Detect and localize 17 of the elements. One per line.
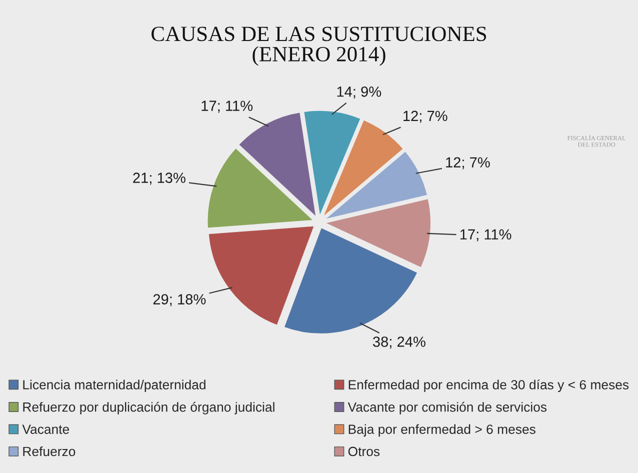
legend-label: Otros [348,446,380,456]
data-label: 12; 7% [446,157,490,170]
data-label: 14; 9% [337,86,382,99]
legend-label: Enfermedad por encima de 30 días y < 6 meses [348,380,629,392]
legend-label: Vacante por comisión de servicios [348,402,547,414]
data-label: 21; 13% [133,172,186,185]
legend-label: Vacante [22,424,70,434]
data-label: 29; 18% [153,294,206,306]
legend-label: Baja por enfermedad > 6 meses [348,424,536,437]
data-label: 17; 11% [460,229,512,242]
data-label: 12; 7% [404,110,448,123]
data-label: 38; 24% [372,336,426,349]
legend-label: Licencia maternidad/paternidad [23,380,206,392]
legend-label: Refuerzo [23,446,76,456]
data-label: 17; 11% [202,100,253,113]
chart-title: CAUSAS DE LAS SUSTITUCIONES (ENERO 2014) [152,26,486,66]
legend-label: Refuerzo por duplicación de órgano judicial [23,402,274,414]
